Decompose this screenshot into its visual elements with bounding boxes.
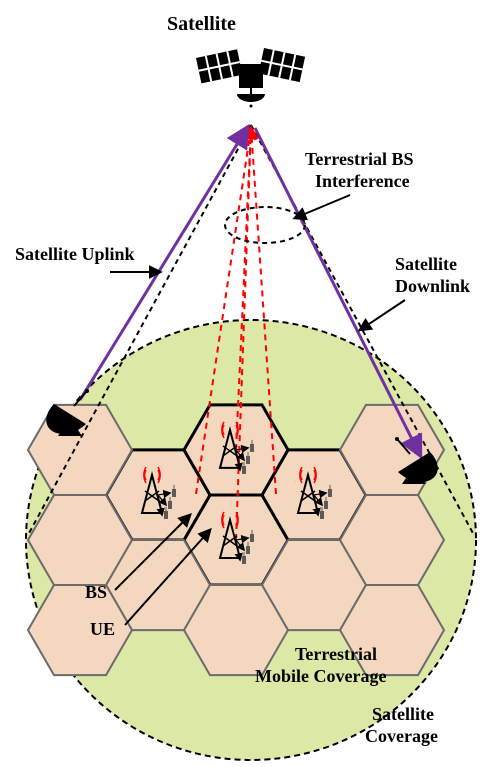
interference-label-l1: Terrestrial BS — [305, 149, 414, 169]
ue-icon — [168, 501, 172, 509]
terrestrial-label-l2: Mobile Coverage — [255, 666, 386, 686]
ue-icon — [172, 489, 176, 497]
bs-label: BS — [85, 582, 107, 602]
ue-label: UE — [90, 619, 115, 639]
uplink-label: Satellite Uplink — [15, 244, 135, 264]
interference-label-l2: Interference — [315, 171, 410, 191]
downlink-label-l1: Satellite — [395, 254, 457, 274]
sat-coverage-label-l1: Satellite — [372, 704, 434, 724]
downlink-label-l2: Downlink — [395, 276, 470, 296]
ue-icon — [242, 556, 246, 564]
ue-icon — [250, 444, 254, 452]
ue-icon — [246, 546, 250, 554]
pointer-downlink — [360, 300, 405, 330]
ue-icon — [328, 489, 332, 497]
ue-icon — [164, 511, 168, 519]
ue-icon — [250, 534, 254, 542]
ue-icon — [320, 511, 324, 519]
interference-region — [225, 207, 305, 243]
pointer-interference — [295, 195, 350, 218]
terrestrial-label-l1: Terrestrial — [295, 644, 377, 664]
diagram-canvas: Satellite Terrestrial BS Interference Sa… — [0, 0, 503, 767]
ue-icon — [246, 456, 250, 464]
satellite-label: Satellite — [167, 13, 236, 35]
ue-icon — [242, 466, 246, 474]
satellite-icon — [196, 48, 305, 108]
sat-coverage-label-l2: Coverage — [365, 726, 438, 746]
ue-icon — [324, 501, 328, 509]
